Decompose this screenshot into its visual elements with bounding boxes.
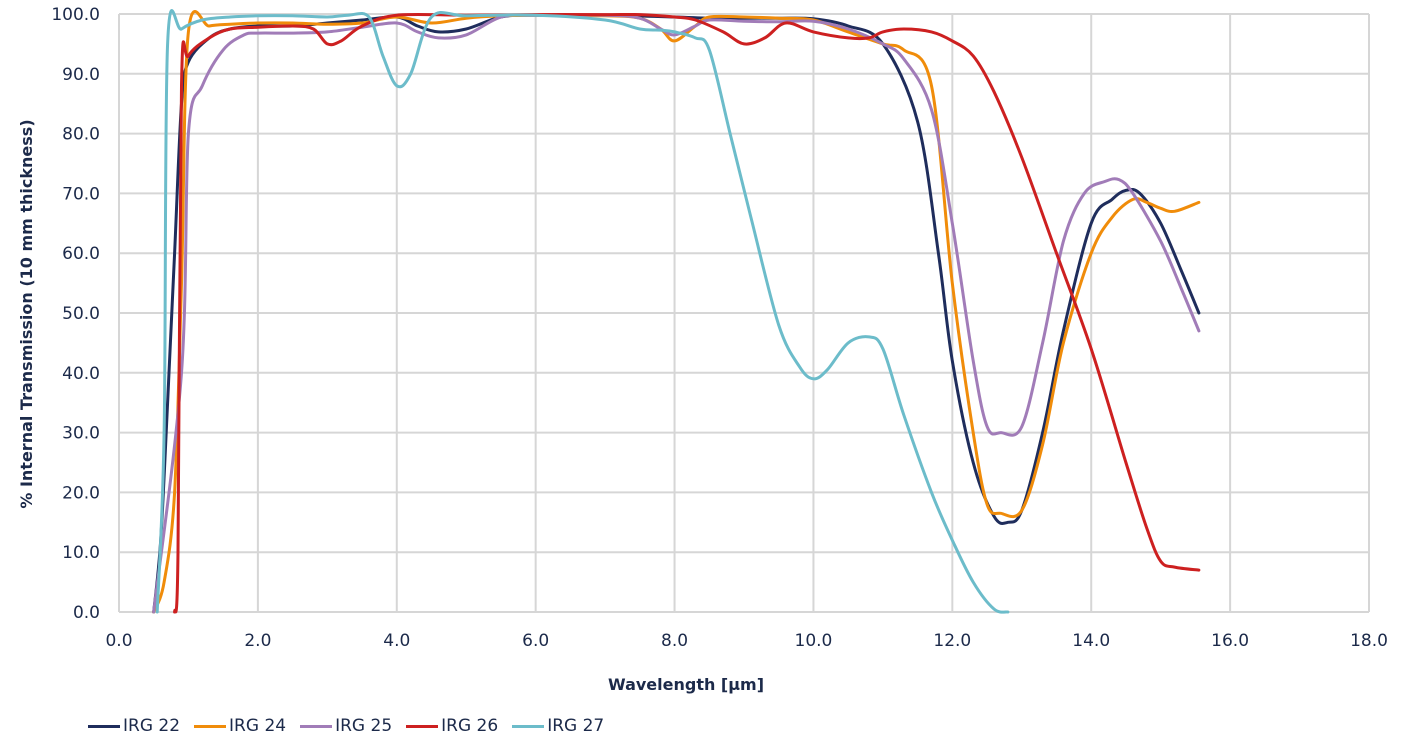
y-tick-label: 0.0 xyxy=(73,603,100,623)
x-tick-label: 8.0 xyxy=(661,631,688,651)
legend-label: IRG 27 xyxy=(547,716,605,736)
legend-item-irg-22: IRG 22 xyxy=(88,716,180,736)
y-tick-label: 70.0 xyxy=(62,184,100,204)
y-axis-ticks: 0.0 10.0 20.0 30.0 40.0 50.0 60.0 70.0 80.0 90.0 1… xyxy=(51,5,100,623)
series-lines xyxy=(152,9,1201,614)
x-axis-title: Wavelength [µm] xyxy=(608,675,764,694)
grid-lines xyxy=(118,13,1370,613)
y-axis-title: % Internal Transmission (10 mm thickness… xyxy=(17,119,36,508)
series-line-irg-24 xyxy=(152,10,1201,614)
y-tick-label: 60.0 xyxy=(62,244,100,264)
y-tick-label: 90.0 xyxy=(62,65,100,85)
x-tick-label: 14.0 xyxy=(1072,631,1110,651)
y-tick-label: 50.0 xyxy=(62,304,100,324)
x-tick-label: 2.0 xyxy=(244,631,271,651)
legend-swatch xyxy=(300,724,333,728)
series-line-irg-27 xyxy=(155,9,1010,614)
series-line-irg-26 xyxy=(173,12,1201,614)
y-tick-label: 80.0 xyxy=(62,125,100,145)
x-axis-ticks: 0.0 2.0 4.0 6.0 8.0 10.0 12.0 14.0 16.0 18.0 xyxy=(105,631,1387,651)
y-tick-label: 40.0 xyxy=(62,364,100,384)
y-tick-label: 20.0 xyxy=(62,483,100,503)
x-tick-label: 12.0 xyxy=(933,631,971,651)
legend-item-irg-26: IRG 26 xyxy=(406,716,498,736)
legend-item-irg-24: IRG 24 xyxy=(194,716,286,736)
x-tick-label: 0.0 xyxy=(105,631,132,651)
legend-swatch xyxy=(406,724,439,728)
y-tick-label: 30.0 xyxy=(62,424,100,444)
x-tick-label: 4.0 xyxy=(383,631,410,651)
x-tick-label: 18.0 xyxy=(1350,631,1388,651)
legend-swatch xyxy=(512,724,545,728)
legend-label: IRG 25 xyxy=(335,716,393,736)
legend: IRG 22 IRG 24 IRG 25 IRG 26 IRG 27 xyxy=(88,716,618,736)
legend-label: IRG 24 xyxy=(229,716,287,736)
legend-label: IRG 22 xyxy=(123,716,181,736)
legend-swatch xyxy=(88,724,120,728)
x-tick-label: 16.0 xyxy=(1211,631,1249,651)
legend-item-irg-27: IRG 27 xyxy=(512,716,604,736)
series-line-irg-25 xyxy=(152,13,1201,614)
x-tick-label: 6.0 xyxy=(522,631,549,651)
y-tick-label: 100.0 xyxy=(51,5,100,25)
y-tick-label: 10.0 xyxy=(62,543,100,563)
x-tick-label: 10.0 xyxy=(795,631,833,651)
legend-swatch xyxy=(194,724,227,728)
legend-label: IRG 26 xyxy=(441,716,499,736)
legend-item-irg-25: IRG 25 xyxy=(300,716,392,736)
